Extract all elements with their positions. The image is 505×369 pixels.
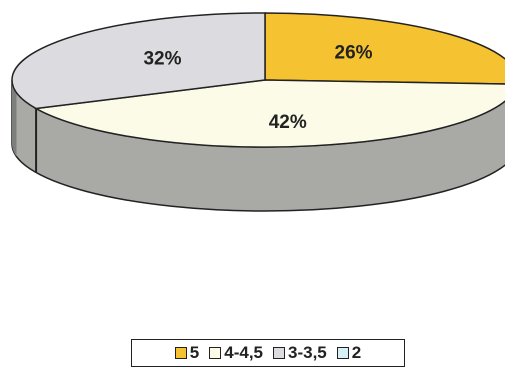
pie-slice-label: 26% — [335, 43, 373, 64]
legend-label-5: 5 — [189, 343, 200, 362]
legend-swatch-4-4-5 — [209, 347, 222, 359]
pie-slice-label: 32% — [143, 49, 181, 70]
legend-item-3-3-5: 3-3,5 — [273, 343, 327, 363]
pie-slice-label: 42% — [269, 112, 307, 133]
legend: 5 4-4,5 3-3,5 2 — [131, 339, 405, 367]
pie-side-shade — [12, 80, 17, 157]
legend-label-4-4-5: 4-4,5 — [224, 343, 263, 362]
legend-swatch-2 — [336, 347, 349, 359]
legend-label-3-3-5: 3-3,5 — [288, 343, 327, 362]
legend-item-4-4-5: 4-4,5 — [209, 343, 263, 363]
pie-slice-3-3-5 — [11, 12, 266, 110]
legend-item-2: 2 — [336, 343, 362, 363]
legend-swatch-3-3-5 — [273, 347, 285, 359]
pie-slice-4-4-5 — [33, 79, 505, 148]
legend-item-5: 5 — [174, 343, 200, 363]
legend-swatch-5 — [174, 347, 187, 359]
pie-slice-5 — [264, 12, 505, 85]
legend-label-2: 2 — [351, 343, 362, 362]
